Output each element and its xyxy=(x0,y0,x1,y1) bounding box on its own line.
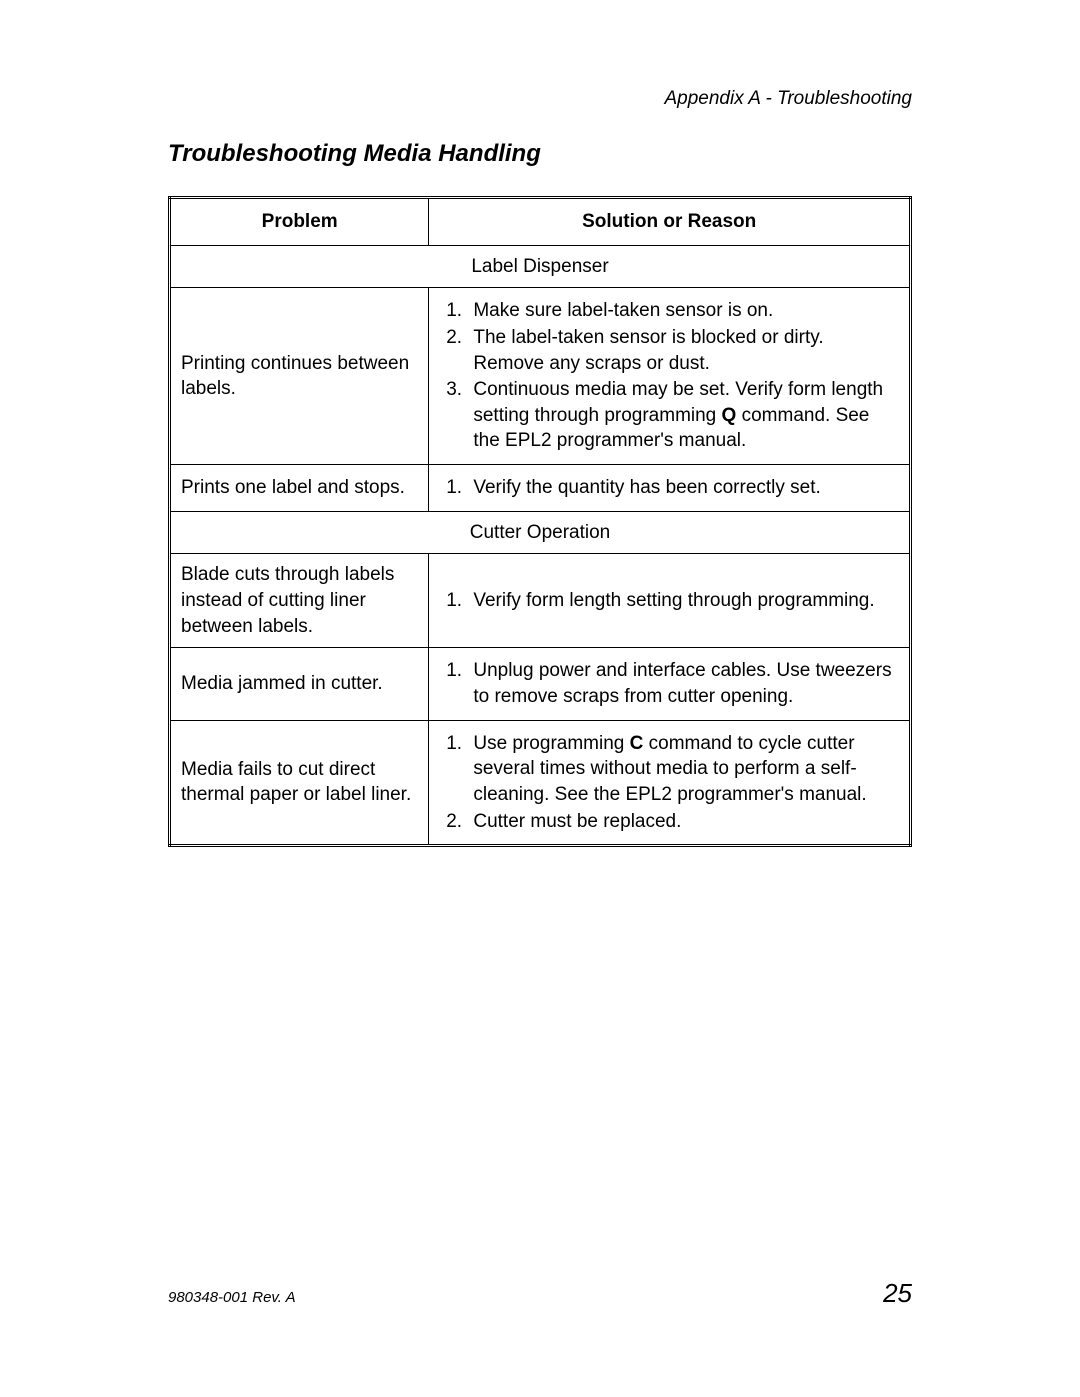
problem-cell: Blade cuts through labels instead of cut… xyxy=(170,554,429,648)
section-title: Troubleshooting Media Handling xyxy=(168,140,912,168)
solution-cell: Verify the quantity has been correctly s… xyxy=(429,465,911,512)
solution-cell: Verify form length setting through progr… xyxy=(429,554,911,648)
section-label: Label Dispenser xyxy=(170,245,911,288)
section-label: Cutter Operation xyxy=(170,511,911,554)
col-header-solution: Solution or Reason xyxy=(429,198,911,246)
footer-revision: 980348-001 Rev. A xyxy=(168,1289,296,1306)
col-header-problem: Problem xyxy=(170,198,429,246)
solution-list: Use programming C command to cycle cutte… xyxy=(439,731,899,835)
table-row: Prints one label and stops. Verify the q… xyxy=(170,465,911,512)
solution-item: Verify the quantity has been correctly s… xyxy=(467,475,899,501)
solution-list: Unplug power and interface cables. Use t… xyxy=(439,658,899,709)
section-label-dispenser: Label Dispenser xyxy=(170,245,911,288)
problem-cell: Media jammed in cutter. xyxy=(170,648,429,720)
problem-cell: Prints one label and stops. xyxy=(170,465,429,512)
solution-list: Make sure label-taken sensor is on. The … xyxy=(439,298,899,454)
solution-item: The label-taken sensor is blocked or dir… xyxy=(467,325,899,376)
solution-cell: Unplug power and interface cables. Use t… xyxy=(429,648,911,720)
solution-cell: Make sure label-taken sensor is on. The … xyxy=(429,288,911,465)
solution-item: Cutter must be replaced. xyxy=(467,809,899,835)
table-row: Blade cuts through labels instead of cut… xyxy=(170,554,911,648)
page: Appendix A - Troubleshooting Troubleshoo… xyxy=(0,0,1080,1397)
solution-list: Verify the quantity has been correctly s… xyxy=(439,475,899,501)
troubleshooting-table: Problem Solution or Reason Label Dispens… xyxy=(168,196,912,847)
command-c: C xyxy=(630,733,644,754)
section-cutter-operation: Cutter Operation xyxy=(170,511,911,554)
solution-text: Use programming xyxy=(473,733,629,754)
solution-item: Verify form length setting through progr… xyxy=(467,588,899,614)
solution-item: Use programming C command to cycle cutte… xyxy=(467,731,899,808)
solution-cell: Use programming C command to cycle cutte… xyxy=(429,720,911,846)
table-row: Printing continues between labels. Make … xyxy=(170,288,911,465)
solution-list: Verify form length setting through progr… xyxy=(439,588,899,614)
table-header-row: Problem Solution or Reason xyxy=(170,198,911,246)
command-q: Q xyxy=(722,405,737,426)
problem-cell: Printing continues between labels. xyxy=(170,288,429,465)
problem-cell: Media fails to cut direct thermal paper … xyxy=(170,720,429,846)
table-row: Media fails to cut direct thermal paper … xyxy=(170,720,911,846)
table-row: Media jammed in cutter. Unplug power and… xyxy=(170,648,911,720)
footer-page-number: 25 xyxy=(883,1278,912,1309)
page-header-right: Appendix A - Troubleshooting xyxy=(168,88,912,110)
solution-item: Continuous media may be set. Verify form… xyxy=(467,377,899,454)
solution-item: Unplug power and interface cables. Use t… xyxy=(467,658,899,709)
page-footer: 980348-001 Rev. A 25 xyxy=(168,1278,912,1309)
solution-item: Make sure label-taken sensor is on. xyxy=(467,298,899,324)
